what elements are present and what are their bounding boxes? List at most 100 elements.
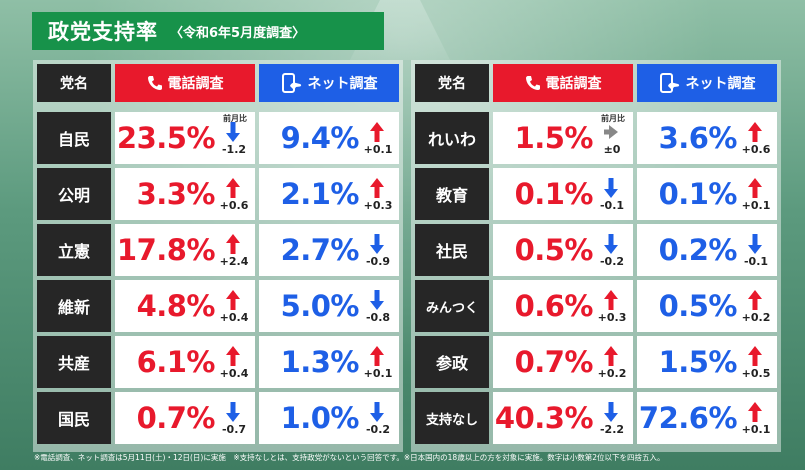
phone-cell: 0.6% +0.3 (493, 280, 633, 332)
phone-value: 4.8% (136, 289, 216, 323)
phone-value: 3.3% (136, 177, 216, 211)
net-change: +0.1 (363, 143, 393, 156)
table-row: 支持なし 40.3% -2.2 72.6% +0.1 (411, 392, 781, 444)
phone-cell: 3.3% +0.6 (115, 168, 255, 220)
net-change: +0.1 (363, 367, 393, 380)
phone-value: 23.5% (116, 121, 216, 155)
net-change: +0.2 (741, 311, 771, 324)
phone-cell: 0.5% -0.2 (493, 224, 633, 276)
header-phone-label: 電話調査 (545, 76, 602, 92)
net-cell: 1.3% +0.1 (259, 336, 399, 388)
net-value: 1.0% (280, 401, 360, 435)
support-table-left: 党名 電話調査 ネット調査 自民 前月比 23.5% -1.2 9.4% +0.1 公明 3.3% +… (33, 60, 403, 452)
net-change: -0.1 (743, 255, 769, 268)
net-change: -0.9 (365, 255, 391, 268)
net-change: +0.1 (741, 423, 771, 436)
net-cell: 5.0% -0.8 (259, 280, 399, 332)
page-title: 政党支持率 (48, 20, 158, 44)
arrow-up-icon (748, 290, 762, 310)
arrow-down-icon (604, 402, 618, 422)
header-party: 党名 (415, 64, 489, 102)
net-value: 2.1% (280, 177, 360, 211)
phone-change: +0.4 (219, 367, 249, 380)
net-value: 0.2% (658, 233, 738, 267)
table-row: れいわ 前月比 1.5% ±0 3.6% +0.6 (411, 112, 781, 164)
phone-cell: 前月比 23.5% -1.2 (115, 112, 255, 164)
phone-cell: 0.7% -0.7 (115, 392, 255, 444)
arrow-up-icon (748, 346, 762, 366)
net-change: -0.2 (365, 423, 391, 436)
net-cell: 9.4% +0.1 (259, 112, 399, 164)
phone-change: ±0 (603, 143, 621, 156)
net-change: +0.3 (363, 199, 393, 212)
arrow-up-icon (604, 290, 618, 310)
party-name: 維新 (37, 280, 111, 332)
arrow-up-icon (370, 178, 384, 198)
phone-cell: 6.1% +0.4 (115, 336, 255, 388)
arrow-flat-icon (604, 125, 618, 139)
phone-change: -2.2 (599, 423, 625, 436)
arrow-down-icon (370, 234, 384, 254)
table-row: 共産 6.1% +0.4 1.3% +0.1 (33, 336, 403, 388)
phone-icon (147, 76, 162, 90)
phone-cell: 40.3% -2.2 (493, 392, 633, 444)
arrow-up-icon (226, 290, 240, 310)
net-value: 2.7% (280, 233, 360, 267)
party-name: 立憲 (37, 224, 111, 276)
arrow-down-icon (748, 234, 762, 254)
header-net-survey: ネット調査 (259, 64, 399, 102)
net-cell: 2.1% +0.3 (259, 168, 399, 220)
arrow-up-icon (226, 346, 240, 366)
arrow-up-icon (604, 346, 618, 366)
header-phone-survey: 電話調査 (493, 64, 633, 102)
phone-change: +0.4 (219, 311, 249, 324)
footnote: ※電話調査、ネット調査は5月11日(土)・12日(日)に実施 ※支持なしとは、支… (34, 453, 665, 462)
arrow-down-icon (370, 290, 384, 310)
phone-cell: 0.1% -0.1 (493, 168, 633, 220)
party-name: 国民 (37, 392, 111, 444)
net-value: 1.5% (658, 345, 738, 379)
arrow-up-icon (226, 178, 240, 198)
net-change: +0.5 (741, 367, 771, 380)
change-label: 前月比 (223, 114, 247, 123)
table-row: 参政 0.7% +0.2 1.5% +0.5 (411, 336, 781, 388)
net-cell: 0.1% +0.1 (637, 168, 777, 220)
change-label: 前月比 (601, 114, 625, 123)
page-subtitle: 〈令和6年5月度調査〉 (170, 25, 306, 41)
net-value: 5.0% (280, 289, 360, 323)
table-row: 公明 3.3% +0.6 2.1% +0.3 (33, 168, 403, 220)
phone-value: 0.7% (514, 345, 594, 379)
net-cell: 0.5% +0.2 (637, 280, 777, 332)
header-net-label: ネット調査 (685, 76, 756, 92)
phone-change: +0.6 (219, 199, 249, 212)
party-name: 教育 (415, 168, 489, 220)
support-table-right: 党名 電話調査 ネット調査 れいわ 前月比 1.5% ±0 3.6% +0.6 教育 0.1% -0.… (411, 60, 781, 452)
net-value: 3.6% (658, 121, 738, 155)
table-row: 立憲 17.8% +2.4 2.7% -0.9 (33, 224, 403, 276)
net-value: 1.3% (280, 345, 360, 379)
arrow-up-icon (748, 402, 762, 422)
phone-value: 40.3% (494, 401, 594, 435)
net-cell: 0.2% -0.1 (637, 224, 777, 276)
smartphone-icon (281, 73, 301, 93)
arrow-down-icon (226, 402, 240, 422)
party-name: みんつく (415, 280, 489, 332)
table-row: 維新 4.8% +0.4 5.0% -0.8 (33, 280, 403, 332)
arrow-down-icon (226, 122, 240, 142)
phone-cell: 17.8% +2.4 (115, 224, 255, 276)
phone-cell: 0.7% +0.2 (493, 336, 633, 388)
net-cell: 72.6% +0.1 (637, 392, 777, 444)
party-name: 参政 (415, 336, 489, 388)
table-row: 教育 0.1% -0.1 0.1% +0.1 (411, 168, 781, 220)
net-change: -0.8 (365, 311, 391, 324)
title-bar: 政党支持率 〈令和6年5月度調査〉 (32, 12, 384, 50)
smartphone-icon (659, 73, 679, 93)
net-change: +0.6 (741, 143, 771, 156)
phone-value: 1.5% (514, 121, 594, 155)
phone-change: -0.2 (599, 255, 625, 268)
net-change: +0.1 (741, 199, 771, 212)
arrow-up-icon (748, 178, 762, 198)
phone-change: -0.1 (599, 199, 625, 212)
party-name: 公明 (37, 168, 111, 220)
arrow-up-icon (370, 122, 384, 142)
